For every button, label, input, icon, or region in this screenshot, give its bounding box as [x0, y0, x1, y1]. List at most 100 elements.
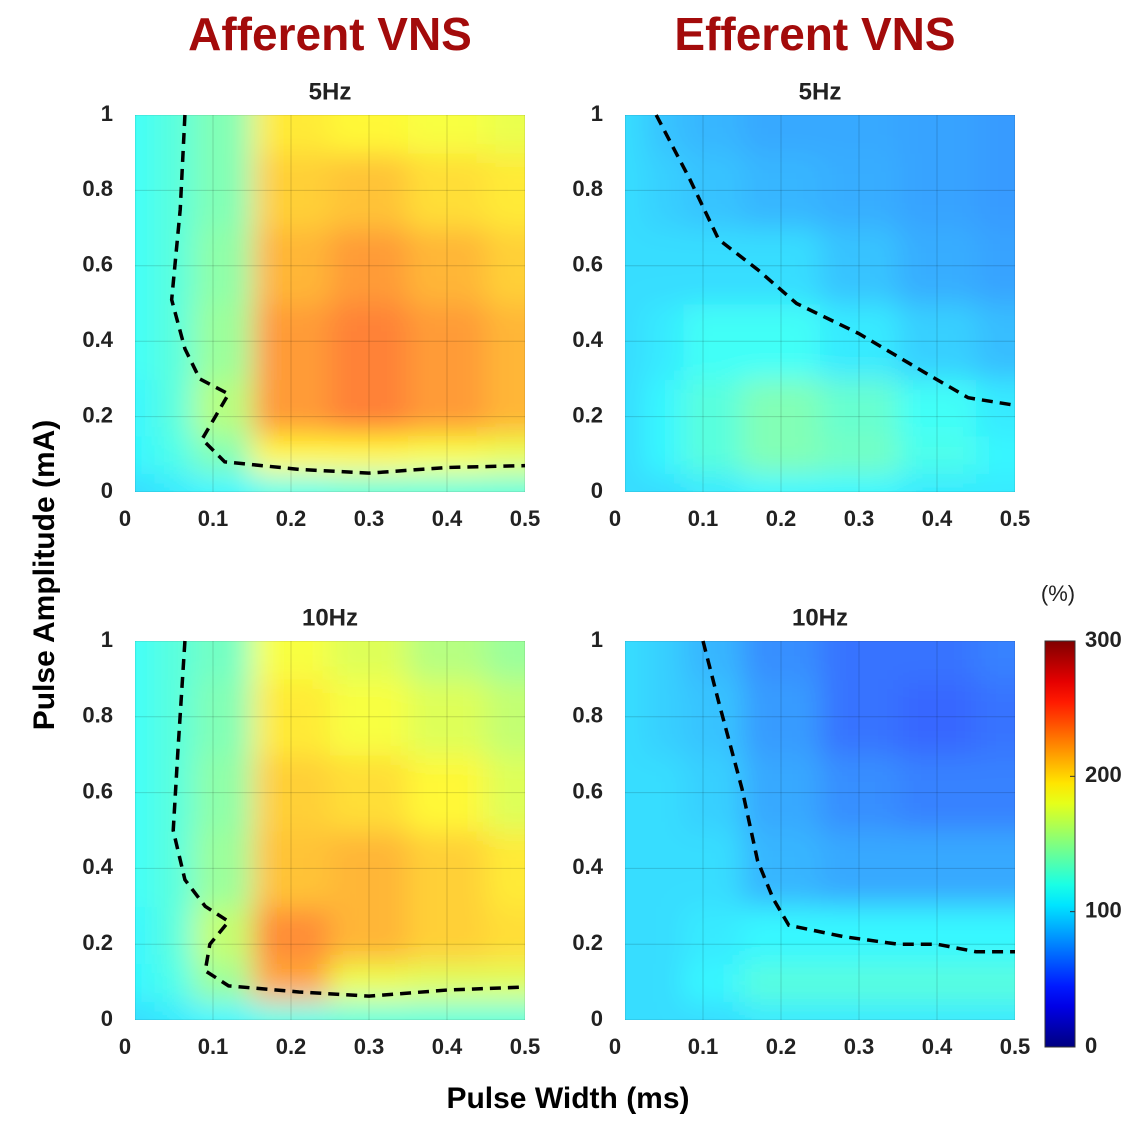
cell — [486, 228, 525, 305]
cell — [252, 228, 331, 305]
cell — [330, 678, 409, 756]
cell — [742, 678, 821, 756]
cell — [135, 152, 156, 230]
cell — [154, 378, 195, 437]
y-tick-label: 1 — [591, 627, 603, 652]
cell — [193, 378, 253, 437]
cell — [193, 435, 253, 475]
cell — [154, 678, 195, 756]
x-tick-label: 0 — [119, 1034, 131, 1059]
cell — [408, 228, 487, 305]
threshold-line — [701, 640, 1015, 954]
cell — [625, 152, 646, 230]
heatmap-cells — [625, 641, 1015, 1020]
cell — [330, 435, 409, 475]
y-tick-label: 0.2 — [82, 402, 113, 427]
cell — [644, 678, 685, 756]
cell — [252, 678, 331, 756]
x-tick-label: 0.5 — [1000, 506, 1031, 531]
cell — [898, 1001, 977, 1020]
cell — [193, 303, 253, 380]
cell — [683, 228, 743, 305]
y-tick-label: 0.4 — [82, 854, 113, 879]
cell — [625, 830, 646, 908]
cell — [154, 435, 195, 475]
cell — [898, 678, 977, 756]
cell — [330, 115, 409, 154]
x-tick-label: 0.2 — [276, 1034, 307, 1059]
cell — [644, 152, 685, 230]
cell — [683, 152, 743, 230]
x-tick-label: 0 — [119, 506, 131, 531]
y-tick-label: 1 — [101, 101, 113, 126]
cell — [976, 754, 1015, 832]
cell — [193, 152, 253, 230]
cell — [683, 830, 743, 908]
cell — [683, 378, 743, 437]
cell — [683, 303, 743, 380]
cell — [742, 963, 821, 1003]
cell — [252, 830, 331, 908]
cell — [820, 830, 899, 908]
cell — [252, 754, 331, 832]
cell — [625, 303, 646, 380]
cell — [154, 963, 195, 1003]
cell — [976, 1001, 1015, 1020]
cell — [898, 152, 977, 230]
cell — [976, 435, 1015, 475]
cell — [683, 963, 743, 1003]
y-tick-label: 0 — [101, 1006, 113, 1031]
y-tick-label: 0.8 — [572, 703, 603, 728]
cell — [408, 303, 487, 380]
y-tick-label: 1 — [591, 101, 603, 126]
x-tick-label: 0.2 — [276, 506, 307, 531]
colorbar-tick-label: 100 — [1085, 897, 1122, 922]
cell — [683, 115, 743, 154]
cell — [644, 1001, 685, 1020]
y-tick-label: 0 — [591, 478, 603, 503]
cell — [742, 435, 821, 475]
cell — [330, 228, 409, 305]
cell — [625, 378, 646, 437]
cell — [898, 435, 977, 475]
cell — [625, 754, 646, 832]
cell — [330, 303, 409, 380]
cell — [252, 115, 331, 154]
cell — [154, 473, 195, 492]
cell — [820, 473, 899, 492]
cell — [135, 906, 156, 965]
x-tick-label: 0.1 — [688, 1034, 719, 1059]
x-tick-label: 0.4 — [432, 506, 463, 531]
cell — [193, 678, 253, 756]
cell — [898, 754, 977, 832]
cell — [252, 152, 331, 230]
cell — [742, 1001, 821, 1020]
x-tick-label: 0.2 — [766, 506, 797, 531]
colorbar — [1044, 640, 1076, 1048]
cell — [486, 830, 525, 908]
threshold-line — [654, 114, 1016, 408]
y-tick-label: 0.6 — [572, 252, 603, 277]
cell — [330, 641, 409, 680]
cell — [644, 303, 685, 380]
cell — [330, 152, 409, 230]
cell — [742, 152, 821, 230]
y-tick-label: 0.2 — [82, 930, 113, 955]
heatmap — [135, 115, 525, 492]
cell — [625, 1001, 646, 1020]
x-tick-label: 0.2 — [766, 1034, 797, 1059]
cell — [486, 754, 525, 832]
cell — [135, 378, 156, 437]
cell — [486, 678, 525, 756]
cell — [898, 963, 977, 1003]
cell — [683, 678, 743, 756]
x-tick-label: 0.3 — [844, 506, 875, 531]
cell — [625, 228, 646, 305]
cell — [683, 906, 743, 965]
cell — [976, 830, 1015, 908]
cell — [976, 115, 1015, 154]
cell — [898, 378, 977, 437]
cell — [193, 473, 253, 492]
cell — [898, 303, 977, 380]
